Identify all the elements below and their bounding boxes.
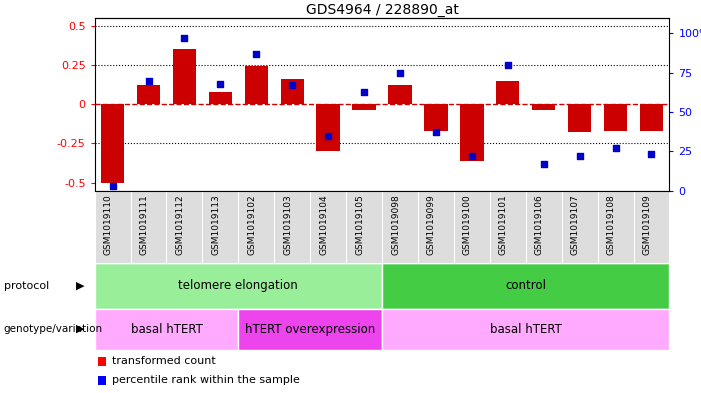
Point	[179, 35, 190, 41]
Bar	[424, 104, 448, 131]
Text: ▶: ▶	[76, 324, 85, 334]
Bar	[568, 104, 592, 132]
Text: percentile rank within the sample: percentile rank within the sample	[112, 375, 300, 386]
Text: basal hTERT: basal hTERT	[490, 323, 562, 336]
Text: GSM1019113: GSM1019113	[212, 194, 220, 255]
Bar	[101, 104, 124, 183]
Text: GSM1019110: GSM1019110	[104, 194, 113, 255]
Bar	[130, 191, 167, 263]
Bar	[382, 263, 669, 309]
Bar	[454, 191, 490, 263]
Bar	[238, 309, 382, 350]
Point	[610, 145, 621, 151]
Bar	[95, 263, 382, 309]
Text: ▶: ▶	[76, 281, 85, 291]
Bar	[382, 191, 418, 263]
Point	[502, 62, 513, 68]
Bar	[137, 85, 161, 104]
Point	[107, 183, 118, 189]
Bar	[172, 49, 196, 104]
Text: GSM1019105: GSM1019105	[355, 194, 364, 255]
Point	[430, 129, 442, 136]
Bar	[310, 191, 346, 263]
Bar	[95, 309, 238, 350]
Text: GSM1019099: GSM1019099	[427, 194, 436, 255]
Bar	[238, 191, 274, 263]
Point	[466, 153, 477, 159]
Text: GSM1019112: GSM1019112	[175, 194, 184, 255]
Bar	[597, 191, 634, 263]
Point	[287, 82, 298, 88]
Bar	[382, 309, 669, 350]
Bar	[634, 191, 669, 263]
Bar	[280, 79, 304, 104]
Text: protocol: protocol	[4, 281, 49, 291]
Bar	[274, 191, 310, 263]
Bar	[245, 66, 268, 104]
Bar	[418, 191, 454, 263]
Bar	[167, 191, 203, 263]
Text: GSM1019103: GSM1019103	[283, 194, 292, 255]
Bar	[353, 104, 376, 110]
Text: GSM1019098: GSM1019098	[391, 194, 400, 255]
Bar	[209, 92, 232, 104]
Text: GSM1019111: GSM1019111	[139, 194, 149, 255]
Bar	[95, 191, 130, 263]
Text: hTERT overexpression: hTERT overexpression	[245, 323, 375, 336]
Text: GSM1019107: GSM1019107	[571, 194, 580, 255]
Bar	[346, 191, 382, 263]
Point	[143, 77, 154, 84]
Bar	[97, 376, 106, 385]
Point	[251, 51, 262, 57]
Point	[574, 153, 585, 159]
Text: transformed count: transformed count	[112, 356, 216, 366]
Point	[538, 161, 550, 167]
Bar	[388, 85, 411, 104]
Bar	[203, 191, 238, 263]
Text: GSM1019106: GSM1019106	[535, 194, 544, 255]
Text: basal hTERT: basal hTERT	[130, 323, 203, 336]
Bar	[640, 104, 663, 131]
Bar	[490, 191, 526, 263]
Bar	[526, 191, 562, 263]
Bar	[604, 104, 627, 131]
Point	[358, 88, 369, 95]
Bar	[316, 104, 340, 151]
Title: GDS4964 / 228890_at: GDS4964 / 228890_at	[306, 3, 458, 17]
Bar	[97, 357, 106, 366]
Text: genotype/variation: genotype/variation	[4, 324, 102, 334]
Text: GSM1019104: GSM1019104	[319, 194, 328, 255]
Point	[215, 81, 226, 87]
Point	[395, 70, 406, 76]
Bar	[460, 104, 484, 161]
Text: GSM1019108: GSM1019108	[606, 194, 615, 255]
Text: GSM1019101: GSM1019101	[499, 194, 508, 255]
Point	[322, 132, 334, 139]
Text: GSM1019100: GSM1019100	[463, 194, 472, 255]
Point	[646, 151, 657, 158]
Bar	[532, 104, 555, 110]
Text: GSM1019109: GSM1019109	[643, 194, 651, 255]
Text: telomere elongation: telomere elongation	[179, 279, 298, 292]
Text: GSM1019102: GSM1019102	[247, 194, 257, 255]
Text: control: control	[505, 279, 546, 292]
Bar	[496, 81, 519, 104]
Bar	[562, 191, 597, 263]
